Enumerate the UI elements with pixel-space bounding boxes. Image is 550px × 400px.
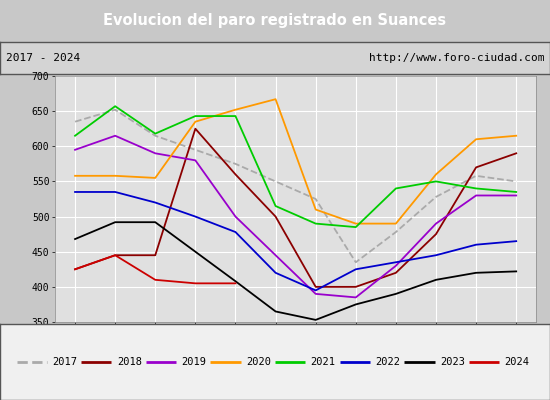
Text: 2022: 2022	[375, 357, 400, 367]
Text: 2021: 2021	[311, 357, 335, 367]
Text: 2018: 2018	[117, 357, 142, 367]
Text: 2024: 2024	[505, 357, 530, 367]
Text: 2017 - 2024: 2017 - 2024	[6, 53, 80, 63]
Text: 2023: 2023	[440, 357, 465, 367]
Text: http://www.foro-ciudad.com: http://www.foro-ciudad.com	[369, 53, 544, 63]
Text: 2019: 2019	[182, 357, 206, 367]
Text: Evolucion del paro registrado en Suances: Evolucion del paro registrado en Suances	[103, 14, 447, 28]
Text: 2017: 2017	[52, 357, 77, 367]
Text: 2020: 2020	[246, 357, 271, 367]
